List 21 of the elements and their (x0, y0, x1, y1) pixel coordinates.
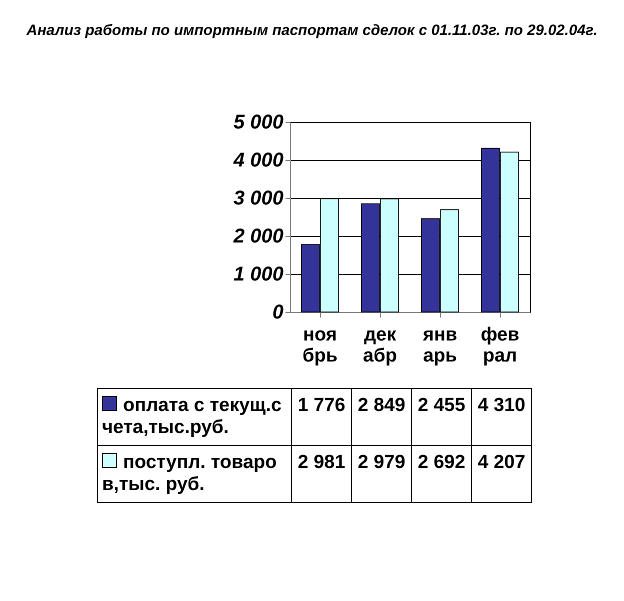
data-label: 2 692 (412, 446, 472, 502)
y-tick-label: 4 000 (232, 150, 284, 172)
y-tick-label: 1 000 (233, 264, 284, 286)
data-label: 2 981 (292, 446, 352, 502)
data-label: 4 310 (472, 388, 532, 446)
y-tick-label: 2 000 (232, 226, 284, 248)
chart-title: Анализ работы по импортным паспортам сделок с 01.11.03г. по 29.02.04г. (25, 22, 598, 39)
y-tick-label: 0 (272, 302, 284, 324)
y-tick-label: 5 000 (233, 112, 284, 134)
legend-label: оплата с текущ.счета,тыс.руб. (98, 388, 292, 446)
data-label: 2 849 (352, 388, 412, 446)
data-label: 2 455 (412, 388, 472, 446)
x-tick-label: ноябрь (302, 324, 338, 366)
legend-label: поступл. товаров,тыс. руб. (98, 446, 292, 502)
data-label: 2 979 (352, 446, 412, 502)
data-label: 4 207 (472, 446, 532, 502)
y-tick-label: 3 000 (233, 188, 284, 210)
x-tick-label: декабр (363, 324, 397, 366)
x-tick-label: феврал (480, 324, 520, 366)
x-tick-label: январь (422, 324, 458, 366)
data-label: 1 776 (292, 388, 352, 446)
